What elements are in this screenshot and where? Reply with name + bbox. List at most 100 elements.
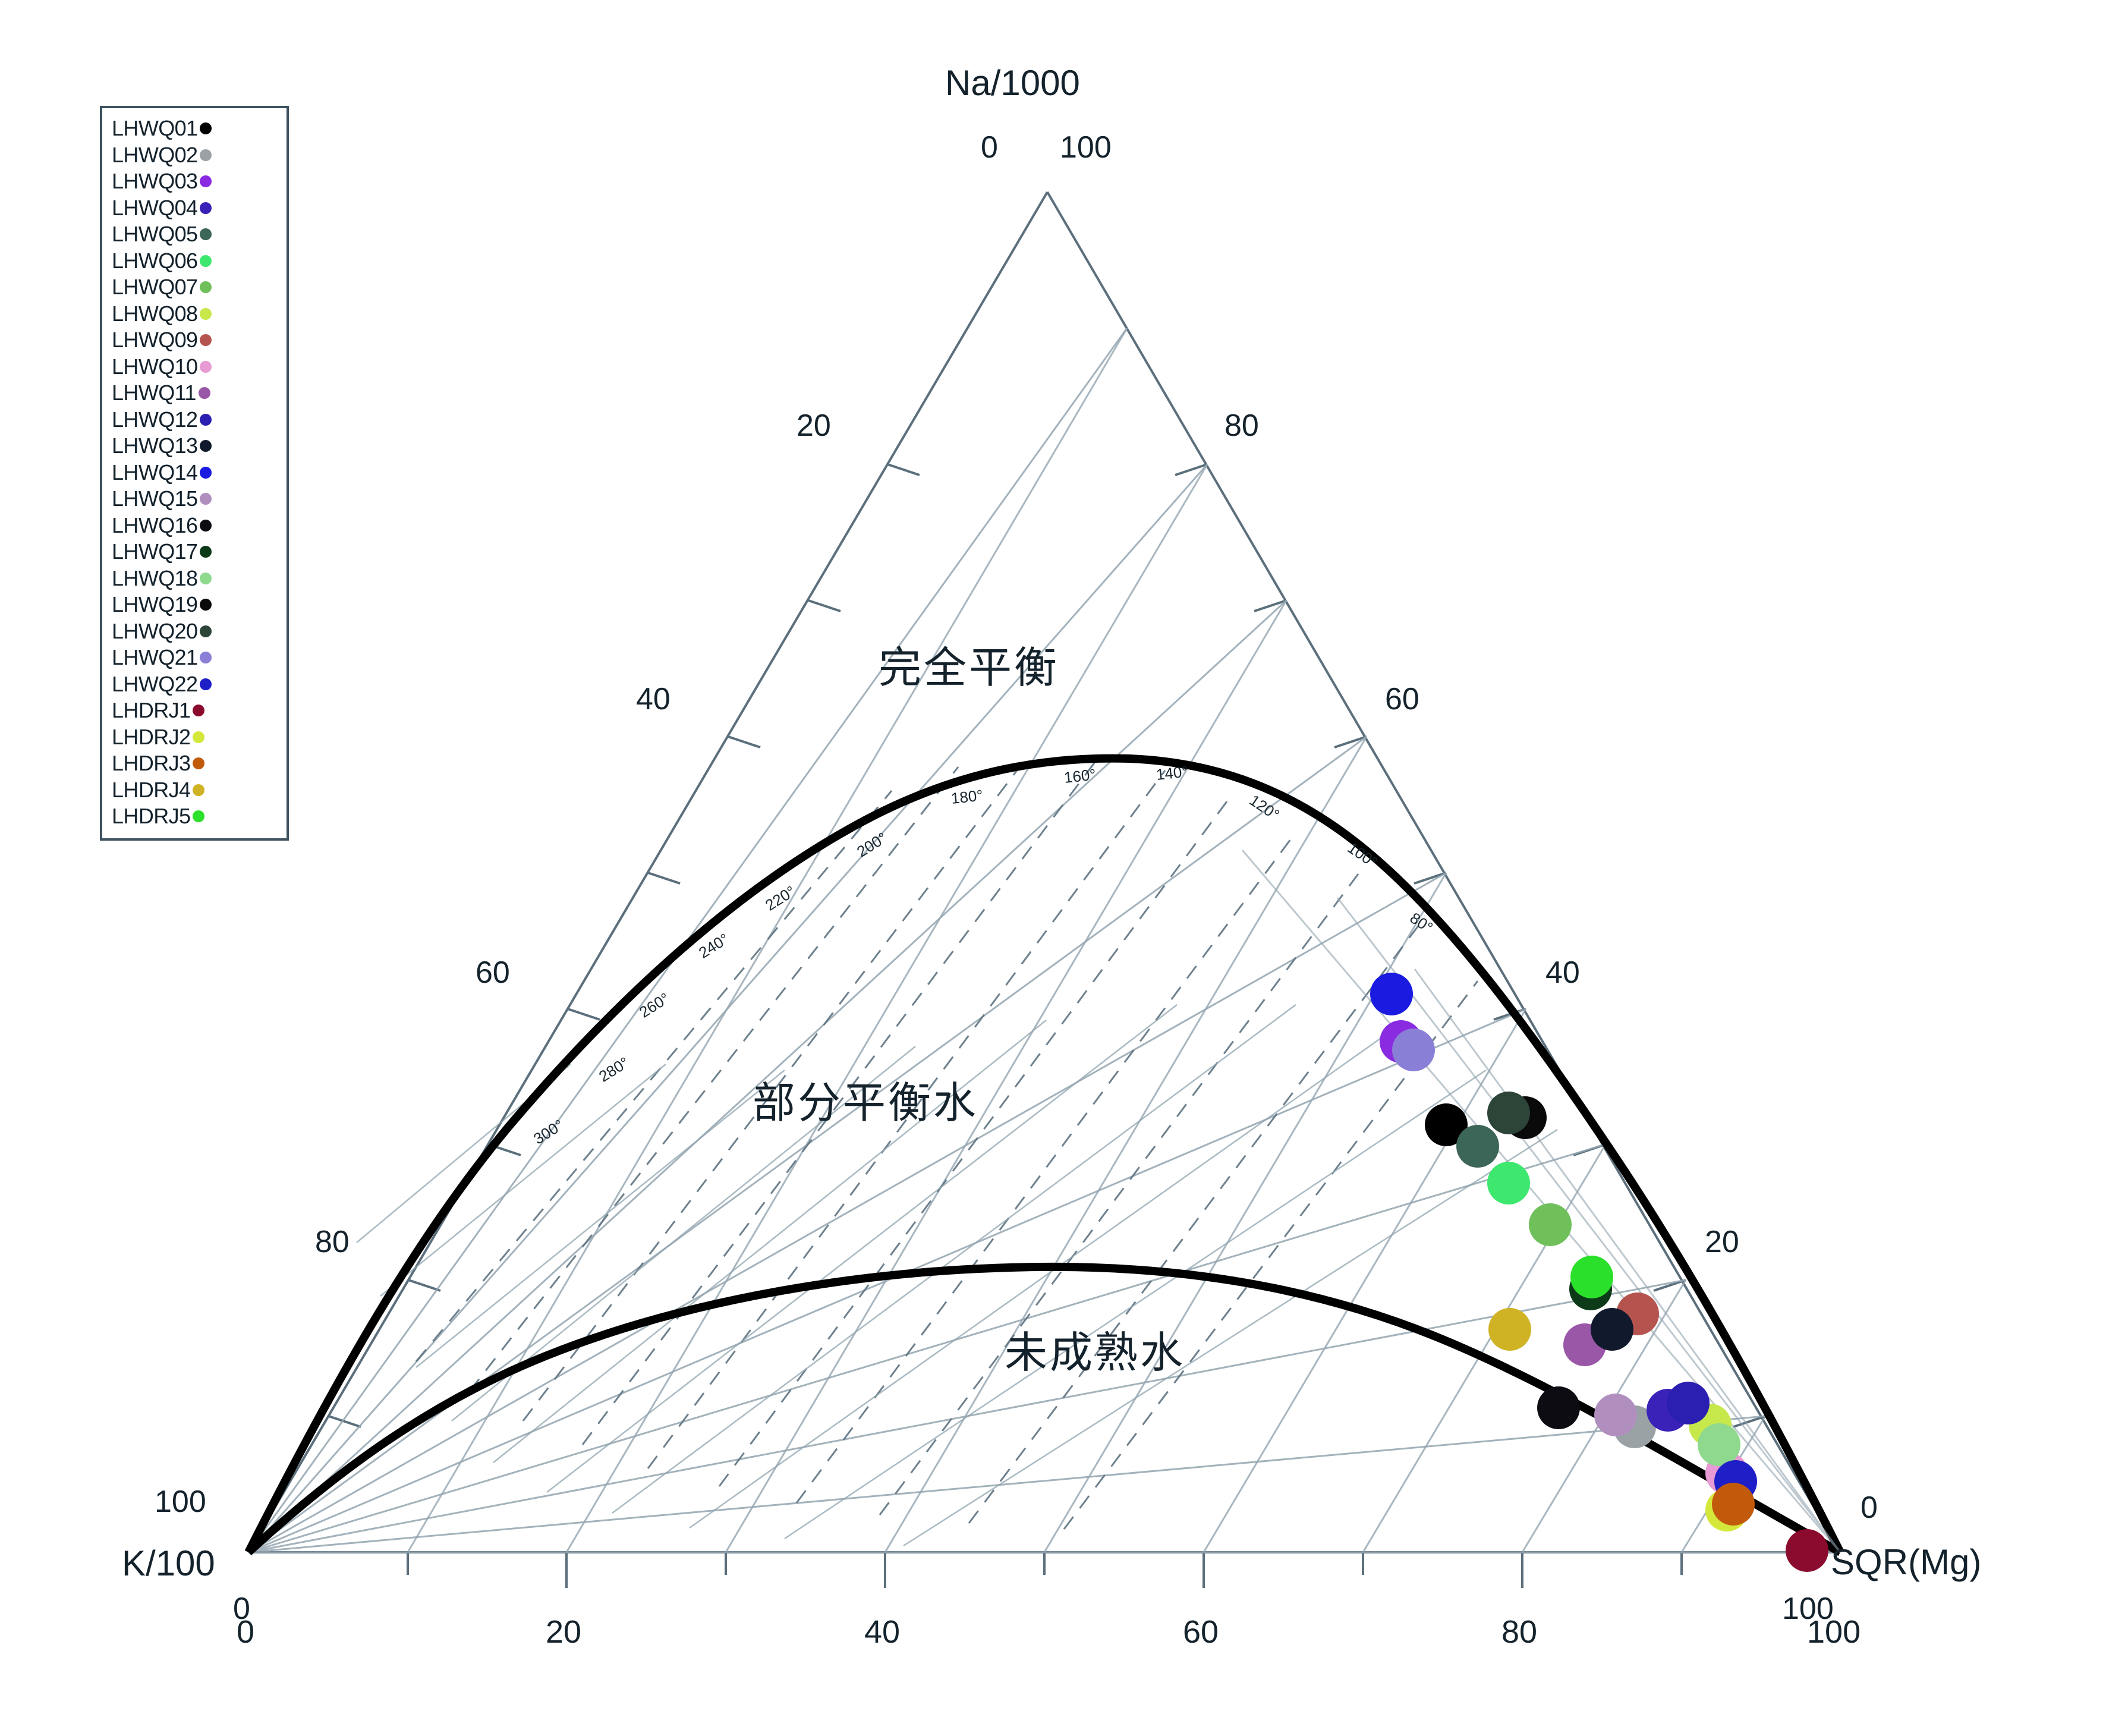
legend-color-swatch [193, 705, 205, 717]
legend-color-swatch [200, 413, 212, 426]
legend-color-swatch [198, 387, 210, 400]
legend-item-lhwq19[interactable]: LHWQ19 [102, 592, 287, 618]
legend-item-label: LHDRJ5 [112, 804, 191, 829]
legend-item-lhwq21[interactable]: LHWQ21 [102, 644, 287, 671]
grid-rays-mg [1241, 850, 1841, 1553]
legend-item-label: LHWQ17 [112, 539, 198, 564]
legend-item-lhdrj5[interactable]: LHDRJ5 [102, 803, 287, 830]
legend-item-lhwq06[interactable]: LHWQ06 [102, 248, 287, 275]
legend-item-lhwq05[interactable]: LHWQ05 [102, 221, 287, 248]
isotherm-label-180: 180° [950, 786, 984, 807]
legend-item-label: LHWQ20 [112, 618, 198, 643]
legend-color-swatch [200, 281, 212, 294]
data-point-lhdrj1[interactable] [1786, 1529, 1828, 1572]
left-axis-tick-40: 40 [636, 682, 670, 716]
data-point-lhwq01[interactable] [1425, 1103, 1468, 1146]
legend-item-lhdrj4[interactable]: LHDRJ4 [102, 777, 287, 804]
right-axis-tick-80: 80 [1224, 408, 1259, 443]
data-point-lhwq15[interactable] [1594, 1394, 1637, 1436]
legend-color-swatch [200, 334, 212, 347]
legend-item-label: LHWQ09 [112, 328, 198, 353]
legend-color-swatch [200, 360, 212, 373]
legend-item-lhwq16[interactable]: LHWQ16 [102, 512, 287, 539]
left-axis-tick-80: 80 [315, 1225, 350, 1259]
right-corner-value-0: 0 [1861, 1490, 1878, 1525]
legend-item-lhwq01[interactable]: LHWQ01 [102, 115, 287, 142]
legend-item-label: LHWQ14 [112, 460, 198, 485]
data-point-lhwq05[interactable] [1456, 1125, 1499, 1168]
legend-item-lhwq09[interactable]: LHWQ09 [102, 327, 287, 354]
legend-item-lhdrj1[interactable]: LHDRJ1 [102, 697, 287, 724]
legend-item-lhwq20[interactable]: LHWQ20 [102, 618, 287, 645]
legend-item-lhwq04[interactable]: LHWQ04 [102, 195, 287, 222]
data-point-lhwq07[interactable] [1529, 1203, 1572, 1246]
legend-color-swatch [193, 810, 205, 823]
bottom-axis-tick-60: 60 [1183, 1614, 1219, 1650]
bottom-axis-tick-20: 20 [546, 1614, 582, 1650]
legend-item-lhwq12[interactable]: LHWQ12 [102, 407, 287, 433]
legend-item-lhwq11[interactable]: LHWQ11 [102, 380, 287, 407]
apex-value-100: 100 [1060, 130, 1112, 165]
isotherm-label-140: 140° [1155, 762, 1189, 784]
region-label-full-equilibrium: 完全平衡 [879, 644, 1060, 692]
legend-item-lhwq10[interactable]: LHWQ10 [102, 354, 287, 380]
legend-item-label: LHWQ08 [112, 301, 198, 326]
legend-item-label: LHWQ04 [112, 195, 198, 220]
data-point-lhwq06[interactable] [1487, 1162, 1530, 1204]
left-corner-value-100: 100 [155, 1485, 206, 1519]
legend-item-label: LHWQ12 [112, 407, 198, 432]
right-axis-tick-60: 60 [1385, 682, 1419, 716]
data-point-lhdrj3[interactable] [1712, 1483, 1755, 1526]
legend-item-label: LHWQ18 [112, 565, 198, 590]
legend-item-lhwq17[interactable]: LHWQ17 [102, 539, 287, 565]
legend-color-swatch [200, 599, 212, 611]
legend-color-swatch [200, 652, 212, 664]
legend-item-label: LHWQ05 [112, 222, 198, 247]
legend-item-label: LHWQ03 [112, 169, 198, 194]
legend-item-lhwq22[interactable]: LHWQ22 [102, 671, 287, 698]
legend-item-label: LHWQ07 [112, 275, 198, 300]
data-point-lhwq18[interactable] [1698, 1423, 1740, 1466]
full-equilibrium-curve [244, 754, 1844, 1555]
right-axis-tick-40: 40 [1545, 955, 1580, 990]
legend-color-swatch [200, 572, 212, 584]
legend-color-swatch [193, 757, 205, 770]
legend-item-lhdrj2[interactable]: LHDRJ2 [102, 724, 287, 751]
legend-item-label: LHDRJ2 [112, 724, 191, 749]
data-point-lhwq20[interactable] [1487, 1092, 1530, 1134]
legend-item-label: LHWQ06 [112, 248, 198, 273]
legend-item-label: LHWQ13 [112, 433, 198, 458]
legend-item-lhwq07[interactable]: LHWQ07 [102, 274, 287, 301]
legend-item-label: LHWQ10 [112, 354, 198, 379]
legend-color-swatch [200, 122, 212, 135]
legend-item-lhwq08[interactable]: LHWQ08 [102, 301, 287, 328]
data-point-lhwq13[interactable] [1591, 1308, 1633, 1351]
legend-item-lhwq02[interactable]: LHWQ02 [102, 142, 287, 169]
legend-item-label: LHWQ21 [112, 645, 198, 670]
data-point-lhwq12[interactable] [1667, 1382, 1710, 1424]
legend-item-lhwq14[interactable]: LHWQ14 [102, 460, 287, 486]
legend-color-swatch [193, 784, 205, 796]
legend-item-lhwq03[interactable]: LHWQ03 [102, 168, 287, 195]
legend-item-lhwq13[interactable]: LHWQ13 [102, 433, 287, 460]
legend-item-lhwq15[interactable]: LHWQ15 [102, 486, 287, 512]
legend-item-lhwq18[interactable]: LHWQ18 [102, 565, 287, 592]
legend-item-lhdrj3[interactable]: LHDRJ3 [102, 750, 287, 777]
right-axis-tick-20: 20 [1705, 1225, 1739, 1259]
legend-item-label: LHWQ01 [112, 116, 198, 141]
data-point-lhdrj5[interactable] [1570, 1256, 1613, 1298]
data-point-lhwq16[interactable] [1537, 1386, 1580, 1429]
legend-color-swatch [200, 678, 212, 690]
left-corner-value-0: 0 [233, 1592, 250, 1626]
data-point-lhwq14[interactable] [1370, 973, 1413, 1015]
right-corner-title-mg: SQR(Mg) [1831, 1542, 1982, 1582]
data-point-lhdrj4[interactable] [1488, 1308, 1531, 1351]
legend-color-swatch [200, 440, 212, 452]
data-point-layer [1370, 973, 1828, 1572]
data-point-lhwq21[interactable] [1392, 1029, 1435, 1071]
legend-color-swatch [200, 175, 212, 188]
legend-color-swatch [200, 466, 212, 479]
series-legend[interactable]: LHWQ01 LHWQ02 LHWQ03 LHWQ04 LHWQ05 LHWQ06 LHWQ… [100, 106, 289, 841]
legend-color-swatch [200, 228, 212, 241]
